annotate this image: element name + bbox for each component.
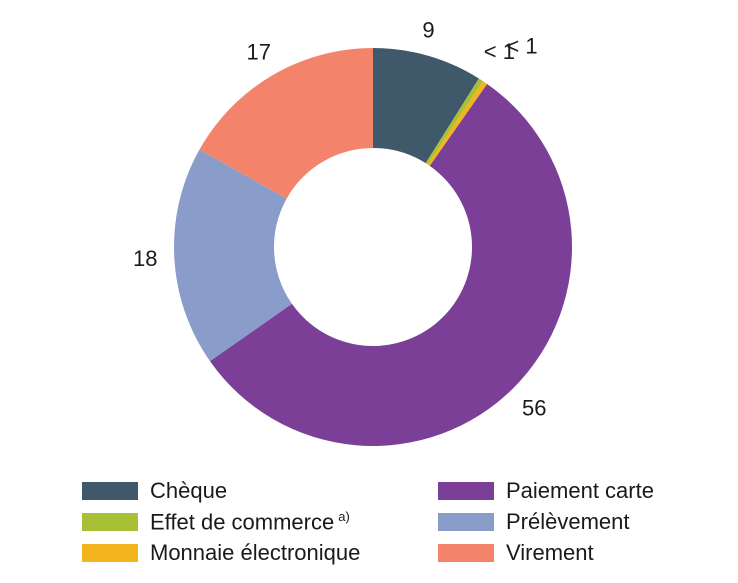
legend-swatch-monnaie-electronique [82,544,138,562]
legend-label-virement: Virement [506,540,594,565]
legend-swatch-cheque [82,482,138,500]
legend-label-prelevement: Prélèvement [506,509,630,534]
data-label-prelevement: 18 [133,246,157,271]
slice-cheque [373,48,479,164]
data-label-cheque: 9 [422,17,434,42]
slice-prelevement [174,149,292,362]
legend-label-monnaie-electronique: Monnaie électronique [150,540,361,565]
legend: Chèque Effet de commerce a) Monnaie élect… [82,478,682,573]
legend-swatch-effet-de-commerce [82,513,138,531]
data-label-effet-de-commerce: < 1 [484,39,515,64]
donut-chart: 9 < 1< 1 56 18 17 [133,17,572,446]
legend-item-paiement-carte: Paiement carte [438,478,654,504]
legend-swatch-paiement-carte [438,482,494,500]
data-label-monnaie-electronique: < 1 [506,34,537,59]
legend-swatch-prelevement [438,513,494,531]
legend-item-virement: Virement [438,540,594,566]
data-label-paiement-carte: 56 [522,396,546,421]
legend-label-paiement-carte: Paiement carte [506,478,654,503]
donut-slices [174,48,572,446]
slice-virement [199,48,373,199]
legend-label-effet-de-commerce: Effet de commerce a) [150,508,350,535]
legend-footnote-marker: a) [338,508,350,524]
legend-item-effet-de-commerce: Effet de commerce a) [82,509,350,535]
legend-item-prelevement: Prélèvement [438,509,630,535]
slice-effet-de-commerce [425,78,484,165]
legend-swatch-virement [438,544,494,562]
slice-paiement-carte [209,83,572,446]
legend-label-cheque: Chèque [150,478,228,503]
legend-item-cheque: Chèque [82,478,227,504]
data-label-virement: 17 [247,39,271,64]
slice-labels: 9 < 1< 1 56 18 17 [133,17,546,420]
slice-monnaie-electronique [427,81,488,166]
legend-item-monnaie-electronique: Monnaie électronique [82,540,360,566]
